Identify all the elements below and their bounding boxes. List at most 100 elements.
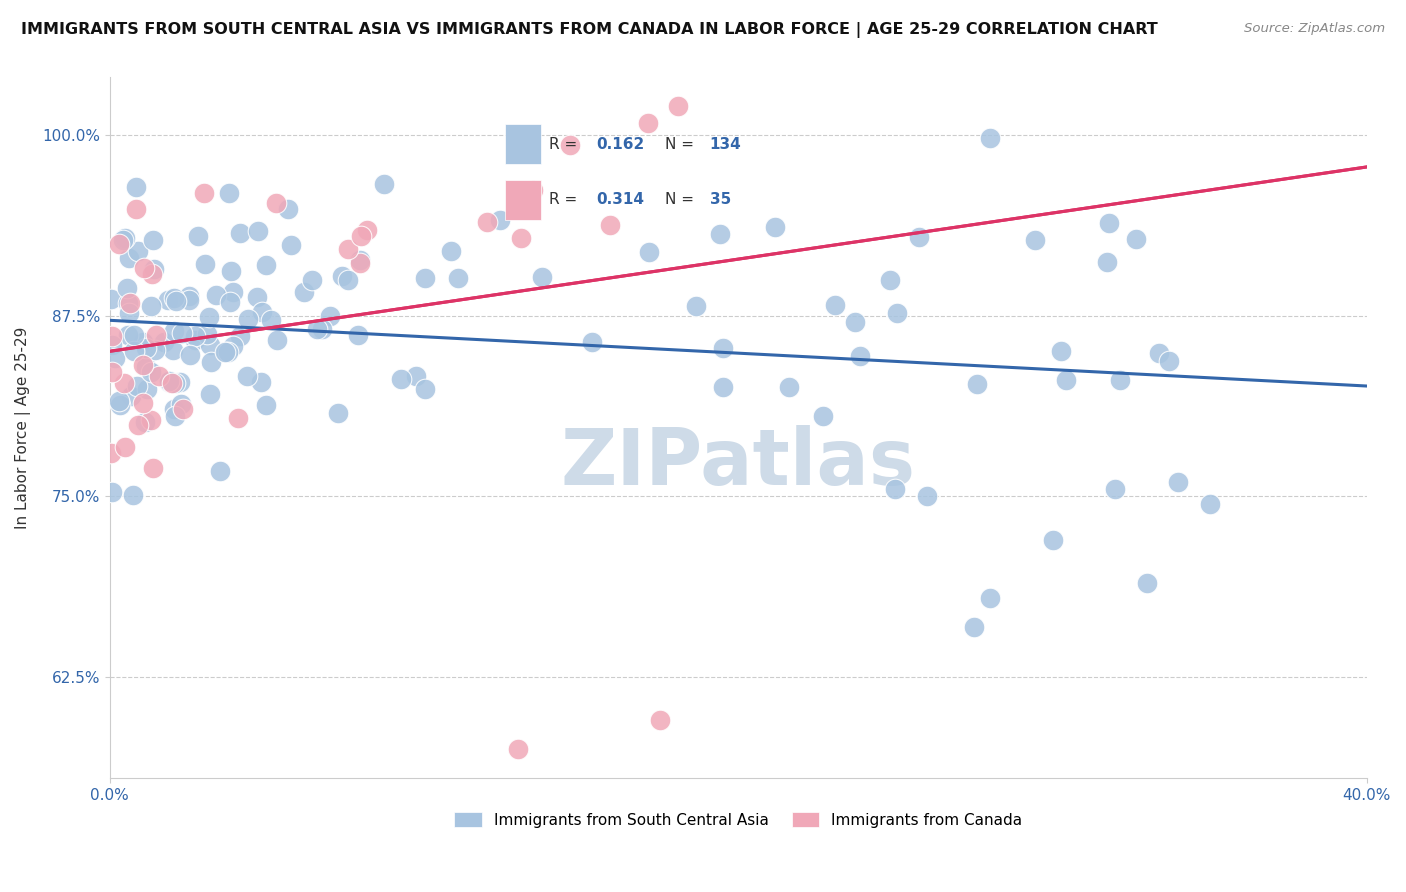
Point <box>170 397 193 411</box>
Point <box>319 310 342 324</box>
Point <box>100 292 122 306</box>
Point <box>139 365 162 379</box>
Point <box>599 219 621 233</box>
Point <box>111 233 134 247</box>
Point <box>247 224 270 238</box>
Point <box>1104 482 1126 496</box>
Legend: Immigrants from South Central Asia, Immigrants from Canada: Immigrants from South Central Asia, Immi… <box>449 805 1029 834</box>
Point <box>475 215 498 229</box>
Point <box>266 333 288 347</box>
Point <box>187 229 209 244</box>
Text: Source: ZipAtlas.com: Source: ZipAtlas.com <box>1244 22 1385 36</box>
Point <box>208 464 231 478</box>
Point <box>1098 216 1121 230</box>
Point <box>350 229 373 244</box>
Point <box>301 273 323 287</box>
Point <box>157 376 180 390</box>
Point <box>193 186 215 200</box>
Point <box>236 368 259 383</box>
Point <box>100 365 122 379</box>
Point <box>194 257 217 271</box>
Point <box>1167 475 1189 489</box>
Point <box>508 742 530 756</box>
Point <box>336 272 359 286</box>
Point <box>169 375 191 389</box>
Point <box>177 289 200 303</box>
Point <box>489 212 512 227</box>
Point <box>884 482 907 496</box>
Point <box>157 374 180 388</box>
Point <box>198 387 221 401</box>
Point <box>184 333 207 347</box>
Point <box>326 406 349 420</box>
Point <box>711 342 734 356</box>
Point <box>101 338 124 352</box>
Point <box>447 270 470 285</box>
Point <box>844 315 866 329</box>
Point <box>131 358 153 372</box>
Point <box>440 244 463 258</box>
Point <box>122 488 145 502</box>
Point <box>139 299 162 313</box>
Point <box>666 99 689 113</box>
Point <box>510 231 533 245</box>
Point <box>218 186 240 200</box>
Point <box>118 306 141 320</box>
Point <box>132 335 155 350</box>
Point <box>141 268 163 282</box>
Point <box>824 298 846 312</box>
Point <box>170 326 193 341</box>
Point <box>637 116 659 130</box>
Point <box>117 328 139 343</box>
Point <box>100 446 122 460</box>
Point <box>250 376 273 390</box>
Point <box>778 380 800 394</box>
Point <box>709 227 731 241</box>
Point <box>200 354 222 368</box>
Point <box>311 322 333 336</box>
Point <box>143 261 166 276</box>
Point <box>110 397 132 411</box>
Point <box>280 238 302 252</box>
Point <box>108 393 131 408</box>
Point <box>177 293 200 307</box>
Point <box>581 334 603 349</box>
Point <box>763 220 786 235</box>
Point <box>125 202 148 216</box>
Point <box>226 411 249 425</box>
Point <box>531 270 554 285</box>
Point <box>228 328 250 343</box>
Point <box>132 396 155 410</box>
Point <box>1054 373 1077 387</box>
Point <box>349 252 371 267</box>
Point <box>254 398 277 412</box>
Point <box>413 270 436 285</box>
Point <box>1149 346 1171 360</box>
Point <box>115 281 138 295</box>
Point <box>114 376 136 391</box>
Point <box>685 299 707 313</box>
Point <box>148 369 170 384</box>
Point <box>246 290 269 304</box>
Point <box>373 178 395 192</box>
Point <box>145 327 167 342</box>
Point <box>256 258 278 272</box>
Point <box>405 369 427 384</box>
Point <box>292 285 315 299</box>
Point <box>264 196 287 211</box>
Point <box>214 344 236 359</box>
Point <box>104 351 127 365</box>
Point <box>205 287 228 301</box>
Point <box>413 382 436 396</box>
Point <box>145 343 167 357</box>
Point <box>219 295 242 310</box>
Point <box>1125 232 1147 246</box>
Point <box>142 461 165 475</box>
Point <box>163 409 186 424</box>
Point <box>259 312 281 326</box>
Point <box>217 344 239 359</box>
Point <box>179 348 201 362</box>
Point <box>1159 354 1181 368</box>
Point <box>120 389 142 403</box>
Point <box>134 416 156 430</box>
